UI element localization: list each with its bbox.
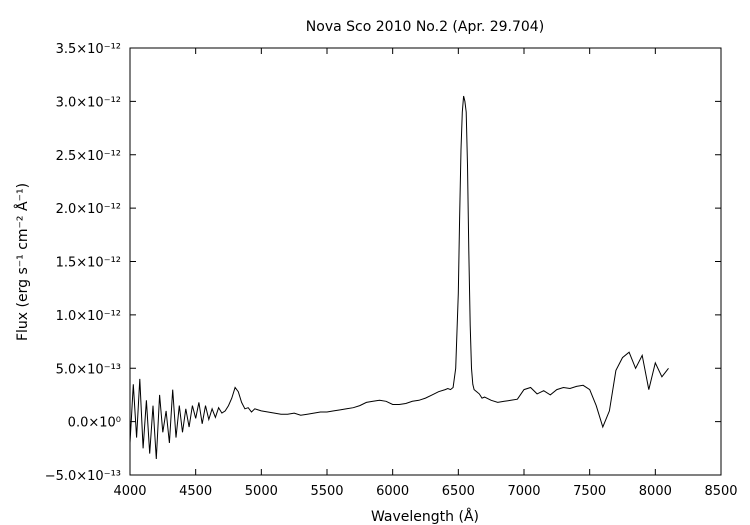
y-tick-label: 2.0×10⁻¹² <box>56 202 121 217</box>
x-tick-label: 4000 <box>113 484 146 499</box>
x-tick-label: 6000 <box>376 484 409 499</box>
y-axis-label: Flux (erg s⁻¹ cm⁻² Å⁻¹) <box>14 183 31 341</box>
chart-title: Nova Sco 2010 No.2 (Apr. 29.704) <box>306 19 544 35</box>
y-tick-label: 5.0×10⁻¹³ <box>56 362 121 377</box>
y-tick-label: 2.5×10⁻¹² <box>56 149 121 164</box>
y-tick-label: 0.0×10⁰ <box>68 416 121 431</box>
y-tick-label: 3.0×10⁻¹² <box>56 95 121 110</box>
x-axis-label: Wavelength (Å) <box>371 508 479 525</box>
y-tick-label: 3.5×10⁻¹² <box>56 42 121 57</box>
y-tick-label: −5.0×10⁻¹³ <box>45 469 121 484</box>
x-tick-label: 6500 <box>442 484 475 499</box>
x-tick-label: 5000 <box>245 484 278 499</box>
x-tick-label: 5500 <box>310 484 343 499</box>
spectrum-line <box>129 95 669 460</box>
x-tick-label: 4500 <box>179 484 212 499</box>
plot-frame <box>129 47 722 476</box>
x-tick-label: 7500 <box>573 484 606 499</box>
x-tick-label: 8500 <box>704 484 737 499</box>
x-axis-ticks: 4000 4500 5000 5500 6000 6500 7000 7500 8000 8500 <box>113 48 738 499</box>
y-axis-ticks: −5.0×10⁻¹³ 0.0×10⁰ 5.0×10⁻¹³ 1.0×10⁻¹² 1.5×1… <box>45 42 721 484</box>
y-tick-label: 1.0×10⁻¹² <box>56 309 121 324</box>
y-tick-label: 1.5×10⁻¹² <box>56 256 121 271</box>
x-tick-label: 7000 <box>507 484 540 499</box>
x-tick-label: 8000 <box>639 484 672 499</box>
